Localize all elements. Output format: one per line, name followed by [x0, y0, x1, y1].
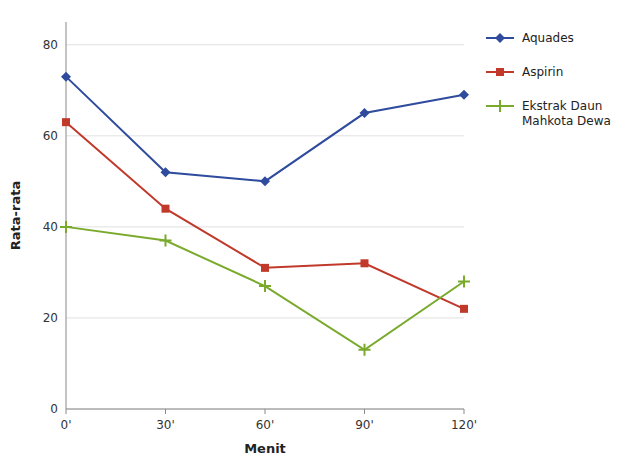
y-tick-label: 0 [50, 402, 58, 416]
y-tick-label: 40 [43, 220, 58, 234]
point-marker [360, 108, 370, 118]
legend-marker [496, 68, 504, 76]
y-tick-label: 60 [43, 129, 58, 143]
point-marker [460, 305, 468, 313]
grid-line [66, 226, 464, 227]
y-tick-label: 20 [43, 311, 58, 325]
point-marker [259, 280, 271, 292]
point-marker [62, 118, 70, 126]
point-marker [162, 205, 170, 213]
grid-line [66, 317, 464, 318]
y-axis-label: Rata-rata [8, 181, 23, 250]
grid-line [66, 44, 464, 45]
legend-label: Ekstrak DaunMahkota Dewa [522, 99, 611, 128]
chart-container: 0 20 40 60 80 0' 30' 60' 90' 120' Menit Rata-rata Aq… [0, 0, 639, 467]
x-tick-label: 60' [256, 418, 275, 432]
line-chart: 0 20 40 60 80 0' 30' 60' 90' 120' Menit Rata-rata Aq… [0, 0, 639, 467]
x-tick [364, 409, 365, 414]
grid [66, 45, 464, 409]
y-tick-label: 80 [43, 38, 58, 52]
grid-line [66, 409, 464, 410]
point-marker [458, 276, 470, 288]
series-line [66, 77, 464, 182]
x-tick [66, 409, 67, 414]
legend-label: Aspirin [522, 65, 563, 79]
point-marker [359, 344, 371, 356]
x-tick-label: 30' [156, 418, 175, 432]
series-line [66, 122, 464, 309]
point-marker [361, 259, 369, 267]
x-tick-label: 0' [61, 418, 72, 432]
grid-line [66, 135, 464, 136]
x-tick [265, 409, 266, 414]
x-axis-line [66, 409, 464, 410]
legend-marker [494, 100, 506, 112]
x-tick-label: 90' [355, 418, 374, 432]
point-marker [60, 221, 72, 233]
point-marker [261, 264, 269, 272]
legend: Aquades Aspirin Ekstrak DaunMahkota Dewa [486, 31, 611, 128]
point-marker [61, 72, 71, 82]
point-marker [160, 235, 172, 247]
series-line [66, 227, 464, 350]
point-marker [260, 176, 270, 186]
point-marker [161, 167, 171, 177]
x-tick-label: 120' [451, 418, 477, 432]
x-tick [464, 409, 465, 414]
x-axis-label: Menit [244, 441, 286, 456]
point-marker [459, 90, 469, 100]
plot-area [60, 72, 470, 356]
legend-label: Aquades [522, 31, 574, 45]
x-tick [165, 409, 166, 414]
legend-marker [495, 33, 505, 43]
